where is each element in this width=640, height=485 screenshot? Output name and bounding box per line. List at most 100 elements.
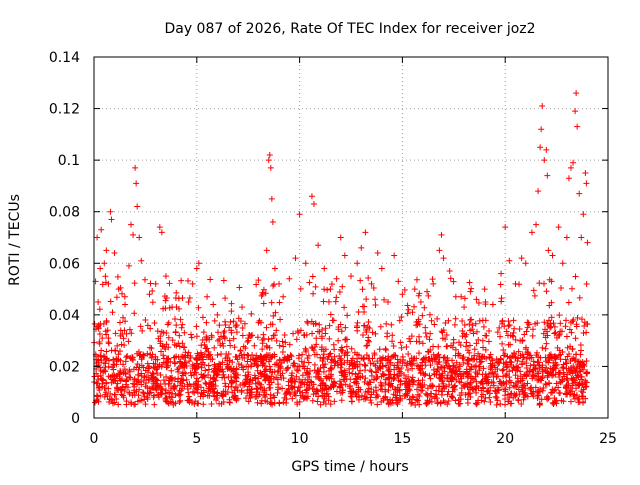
data-point <box>547 365 554 372</box>
data-point <box>468 316 475 323</box>
data-point <box>521 331 528 338</box>
data-point <box>294 328 301 335</box>
data-point <box>336 353 343 360</box>
data-point <box>438 374 445 381</box>
data-point <box>167 358 174 365</box>
data-point <box>202 380 209 387</box>
x-tick-label: 0 <box>90 431 99 447</box>
data-point <box>450 278 457 285</box>
data-point <box>111 399 118 406</box>
x-tick-label: 5 <box>192 431 201 447</box>
data-point <box>528 384 535 391</box>
data-point <box>168 377 175 384</box>
data-point <box>181 344 188 351</box>
data-point <box>121 342 128 349</box>
data-point <box>334 359 341 366</box>
data-point <box>512 392 519 399</box>
data-point <box>473 328 480 335</box>
data-point <box>165 334 172 341</box>
data-point <box>254 367 261 374</box>
data-point <box>180 369 187 376</box>
data-point <box>515 348 522 355</box>
data-point <box>507 361 514 368</box>
data-point <box>367 360 374 367</box>
data-point <box>518 400 525 407</box>
data-point <box>505 322 512 329</box>
data-point <box>575 373 582 380</box>
data-point <box>544 172 551 179</box>
data-point <box>169 304 176 311</box>
data-point <box>137 352 144 359</box>
data-point <box>566 326 573 333</box>
data-point <box>147 280 154 287</box>
data-point <box>279 385 286 392</box>
data-point <box>355 386 362 393</box>
data-point <box>415 318 422 325</box>
data-point <box>428 317 435 324</box>
data-point <box>113 358 120 365</box>
data-point <box>417 370 424 377</box>
data-point <box>505 341 512 348</box>
data-point <box>504 391 511 398</box>
data-point <box>116 371 123 378</box>
data-point <box>222 295 229 302</box>
data-point <box>330 317 337 324</box>
data-point <box>419 377 426 384</box>
data-point <box>255 277 262 284</box>
data-point <box>216 360 223 367</box>
data-point <box>546 276 553 283</box>
data-point <box>241 351 248 358</box>
data-point <box>565 351 572 358</box>
data-point <box>498 382 505 389</box>
data-point <box>117 377 124 384</box>
data-point <box>171 315 178 322</box>
data-point <box>450 363 457 370</box>
data-point <box>569 318 576 325</box>
data-point <box>174 378 181 385</box>
data-point <box>333 294 340 301</box>
data-point <box>423 333 430 340</box>
data-point <box>265 352 272 359</box>
data-point <box>299 351 306 358</box>
data-point <box>413 338 420 345</box>
data-point <box>148 345 155 352</box>
data-point <box>571 391 578 398</box>
data-point <box>98 357 105 364</box>
data-point <box>163 373 170 380</box>
data-point <box>378 265 385 272</box>
data-point <box>158 328 165 335</box>
data-point <box>583 281 590 287</box>
data-point <box>554 344 561 351</box>
data-point <box>117 319 124 326</box>
data-point <box>263 391 270 398</box>
data-point <box>303 331 310 338</box>
data-point <box>446 381 453 388</box>
data-point <box>327 311 334 318</box>
data-point <box>306 279 313 286</box>
data-point <box>300 393 307 400</box>
data-point <box>356 361 363 368</box>
data-point <box>472 400 479 407</box>
data-point <box>112 347 119 354</box>
data-point <box>355 352 362 359</box>
data-point <box>95 298 102 305</box>
data-point <box>208 334 215 341</box>
data-point <box>351 349 358 356</box>
data-point <box>123 354 130 361</box>
data-point <box>488 355 495 362</box>
data-point <box>328 364 335 371</box>
data-point <box>421 372 428 379</box>
data-point <box>280 343 287 350</box>
data-point <box>101 260 108 267</box>
data-point <box>226 357 233 364</box>
data-point <box>405 306 412 313</box>
data-point <box>284 389 291 396</box>
data-point <box>488 363 495 370</box>
data-point <box>162 390 169 397</box>
data-point <box>430 280 437 287</box>
data-point <box>149 370 156 377</box>
data-point <box>487 360 494 367</box>
data-point <box>289 395 296 402</box>
data-point <box>126 367 133 374</box>
data-point <box>397 339 404 346</box>
